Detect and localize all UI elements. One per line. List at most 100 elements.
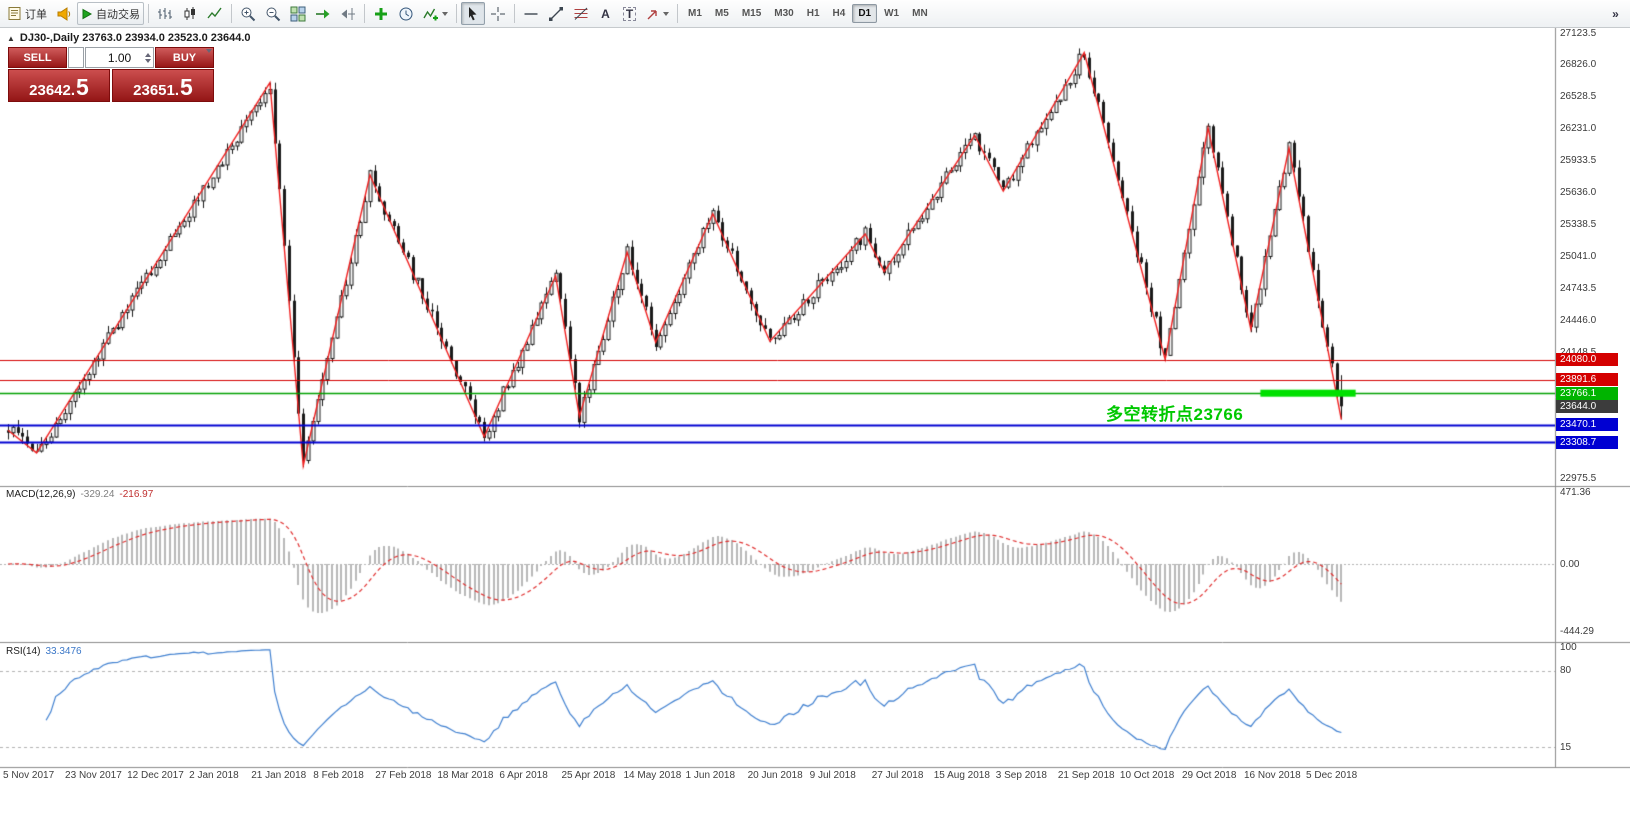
date-label: 27 Jul 2018 bbox=[871, 770, 924, 781]
new-order-plus-icon bbox=[375, 7, 387, 20]
macd-axis-label: 471.36 bbox=[1560, 486, 1591, 498]
toolbar-separator bbox=[514, 4, 515, 23]
date-label: 9 Jul 2018 bbox=[809, 770, 856, 781]
chart-shift-button[interactable] bbox=[336, 2, 360, 25]
price-axis-label: 25338.5 bbox=[1560, 218, 1597, 230]
horizontal-line-button[interactable] bbox=[519, 2, 543, 25]
collapse-oneclick-arrow[interactable]: ▲ bbox=[7, 33, 15, 43]
price-marker-23308.7: 23308.7 bbox=[1556, 435, 1618, 449]
timeframe-mn[interactable]: MN bbox=[906, 4, 934, 23]
date-label: 20 Jun 2018 bbox=[747, 770, 803, 781]
timeframe-m30[interactable]: M30 bbox=[768, 4, 799, 23]
candlestick-chart-button[interactable] bbox=[178, 2, 202, 25]
candlestick-chart-icon bbox=[184, 6, 195, 20]
horizontal-line-icon bbox=[524, 12, 538, 15]
periods-button[interactable] bbox=[394, 2, 418, 25]
lot-dropdown[interactable] bbox=[68, 47, 212, 68]
timeframe-h4[interactable]: H4 bbox=[827, 4, 852, 23]
price-axis-label: 25933.5 bbox=[1560, 155, 1597, 167]
timeframe-m15[interactable]: M15 bbox=[736, 4, 767, 23]
label-tool-icon: T bbox=[622, 6, 637, 21]
rsi-name: RSI(14) bbox=[6, 646, 41, 657]
trendline-icon bbox=[549, 6, 563, 21]
chart-title: ▲ DJ30-,Daily 23763.0 23934.0 23523.0 23… bbox=[7, 32, 251, 44]
timeframe-m1[interactable]: M1 bbox=[682, 4, 708, 23]
date-label: 6 Apr 2018 bbox=[499, 770, 548, 781]
timeframe-d1[interactable]: D1 bbox=[852, 4, 878, 23]
orders-button[interactable]: 订单 bbox=[3, 2, 51, 25]
price-pip: 5 bbox=[76, 74, 89, 100]
auto-scroll-button[interactable] bbox=[311, 2, 335, 25]
lot-input[interactable]: 1.00 bbox=[85, 47, 154, 68]
text-tool-button[interactable]: A bbox=[594, 2, 617, 25]
price-axis-label: 22975.5 bbox=[1560, 472, 1597, 484]
main-toolbar: 订单 自动交易 bbox=[0, 0, 1630, 28]
toolbar-overflow-button[interactable]: » bbox=[1604, 2, 1627, 25]
step-up-icon bbox=[145, 50, 151, 57]
text-tool-icon: A bbox=[601, 6, 610, 21]
price-whole: 23642. bbox=[29, 82, 76, 99]
price-axis-label: 24148.5 bbox=[1560, 347, 1596, 358]
macd-signal-value: -216.97 bbox=[119, 489, 154, 500]
date-label: 27 Feb 2018 bbox=[375, 770, 432, 781]
autotrading-button[interactable]: 自动交易 bbox=[77, 2, 144, 25]
dropdown-caret-icon bbox=[442, 12, 448, 19]
price-axis-label: 24743.5 bbox=[1560, 282, 1597, 294]
macd-main-value: -329.24 bbox=[80, 489, 115, 500]
date-label: 10 Oct 2018 bbox=[1119, 770, 1175, 781]
orders-label: 订单 bbox=[25, 8, 47, 21]
cursor-button[interactable] bbox=[461, 2, 485, 25]
rsi-axis-label: 80 bbox=[1560, 665, 1572, 677]
zoom-out-button[interactable] bbox=[261, 2, 285, 25]
chevron-down-icon bbox=[206, 49, 212, 56]
indicators-button[interactable] bbox=[419, 2, 452, 25]
zoom-in-icon bbox=[241, 7, 256, 21]
price-axis-label: 25041.0 bbox=[1560, 250, 1597, 262]
trendline-button[interactable] bbox=[544, 2, 568, 25]
chart-title-text: DJ30-,Daily 23763.0 23934.0 23523.0 2364… bbox=[19, 32, 251, 44]
line-chart-button[interactable] bbox=[203, 2, 227, 25]
tile-windows-icon bbox=[290, 6, 306, 21]
date-label: 14 May 2018 bbox=[623, 770, 682, 781]
price-marker-23644.0: 23644.0 bbox=[1556, 399, 1618, 413]
overflow-chevrons-icon: » bbox=[1612, 6, 1619, 21]
timeframe-h1[interactable]: H1 bbox=[801, 4, 826, 23]
macd-axis-label: 0.00 bbox=[1560, 558, 1580, 570]
new-order-button[interactable] bbox=[369, 2, 393, 25]
bid-price[interactable]: 23642. 5 bbox=[8, 69, 110, 102]
chart-window: ▲ DJ30-,Daily 23763.0 23934.0 23523.0 23… bbox=[0, 28, 1630, 819]
sell-button[interactable]: SELL bbox=[8, 47, 67, 68]
price-axis-label: 26528.5 bbox=[1560, 91, 1597, 103]
label-tool-button[interactable]: T bbox=[618, 2, 641, 25]
clock-icon bbox=[399, 7, 413, 20]
bar-chart-button[interactable] bbox=[153, 2, 177, 25]
lot-value: 1.00 bbox=[107, 50, 132, 65]
chart-shift-icon bbox=[341, 7, 355, 20]
pivot-annotation-text[interactable]: 多空转折点23766 bbox=[1106, 405, 1244, 424]
price-marker-23470.1: 23470.1 bbox=[1556, 418, 1618, 432]
toolbar-separator bbox=[677, 4, 678, 23]
lot-stepper[interactable] bbox=[145, 50, 151, 66]
date-label: 1 Jun 2018 bbox=[685, 770, 736, 781]
timeframe-w1[interactable]: W1 bbox=[878, 4, 905, 23]
tile-windows-button[interactable] bbox=[286, 2, 310, 25]
fibonacci-button[interactable] bbox=[569, 2, 593, 25]
buy-button[interactable]: BUY bbox=[155, 47, 214, 68]
date-label: 21 Jan 2018 bbox=[251, 770, 307, 781]
orders-icon bbox=[8, 7, 21, 20]
horn-icon bbox=[57, 6, 71, 21]
ask-price[interactable]: 23651. 5 bbox=[112, 69, 214, 102]
timeframe-m5[interactable]: M5 bbox=[709, 4, 735, 23]
price-axis-label: 26826.0 bbox=[1560, 59, 1597, 71]
zoom-in-button[interactable] bbox=[236, 2, 260, 25]
rsi-axis-label: 100 bbox=[1560, 641, 1577, 653]
date-label: 8 Feb 2018 bbox=[313, 770, 364, 781]
price-chart-canvas[interactable] bbox=[0, 28, 1630, 790]
date-label: 15 Aug 2018 bbox=[933, 770, 990, 781]
cursor-arrow-icon bbox=[469, 6, 477, 20]
step-down-icon bbox=[145, 59, 151, 66]
shapes-button[interactable] bbox=[642, 2, 673, 25]
crosshair-button[interactable] bbox=[486, 2, 510, 25]
bar-chart-icon bbox=[158, 7, 172, 19]
alerts-button[interactable] bbox=[52, 2, 76, 25]
